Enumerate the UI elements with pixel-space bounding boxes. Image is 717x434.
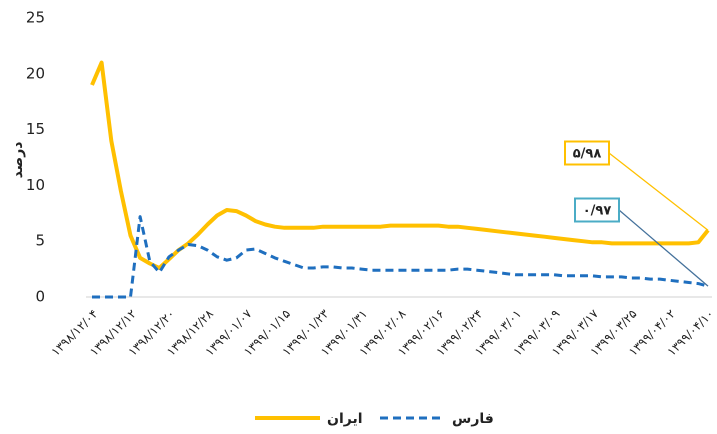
y-tick-label: 0 (35, 288, 45, 306)
series-line (90, 60, 710, 270)
legend-label: ایران (327, 411, 363, 427)
y-tick-label: 10 (26, 176, 45, 194)
y-axis-label: درصد (10, 142, 26, 179)
y-tick-label: 15 (26, 120, 45, 138)
y-tick-label: 5 (35, 232, 45, 250)
legend-label: فارس (452, 411, 494, 427)
y-tick-label: 20 (26, 64, 45, 82)
data-label: ۰/۹۷ (583, 204, 612, 219)
leader-line (608, 152, 709, 231)
series-line (92, 215, 709, 299)
label-box (564, 140, 610, 166)
data-label: ۵/۹۸ (573, 147, 602, 162)
y-tick-label: 25 (26, 9, 45, 27)
label-box (574, 197, 620, 223)
leader-line (618, 209, 709, 287)
